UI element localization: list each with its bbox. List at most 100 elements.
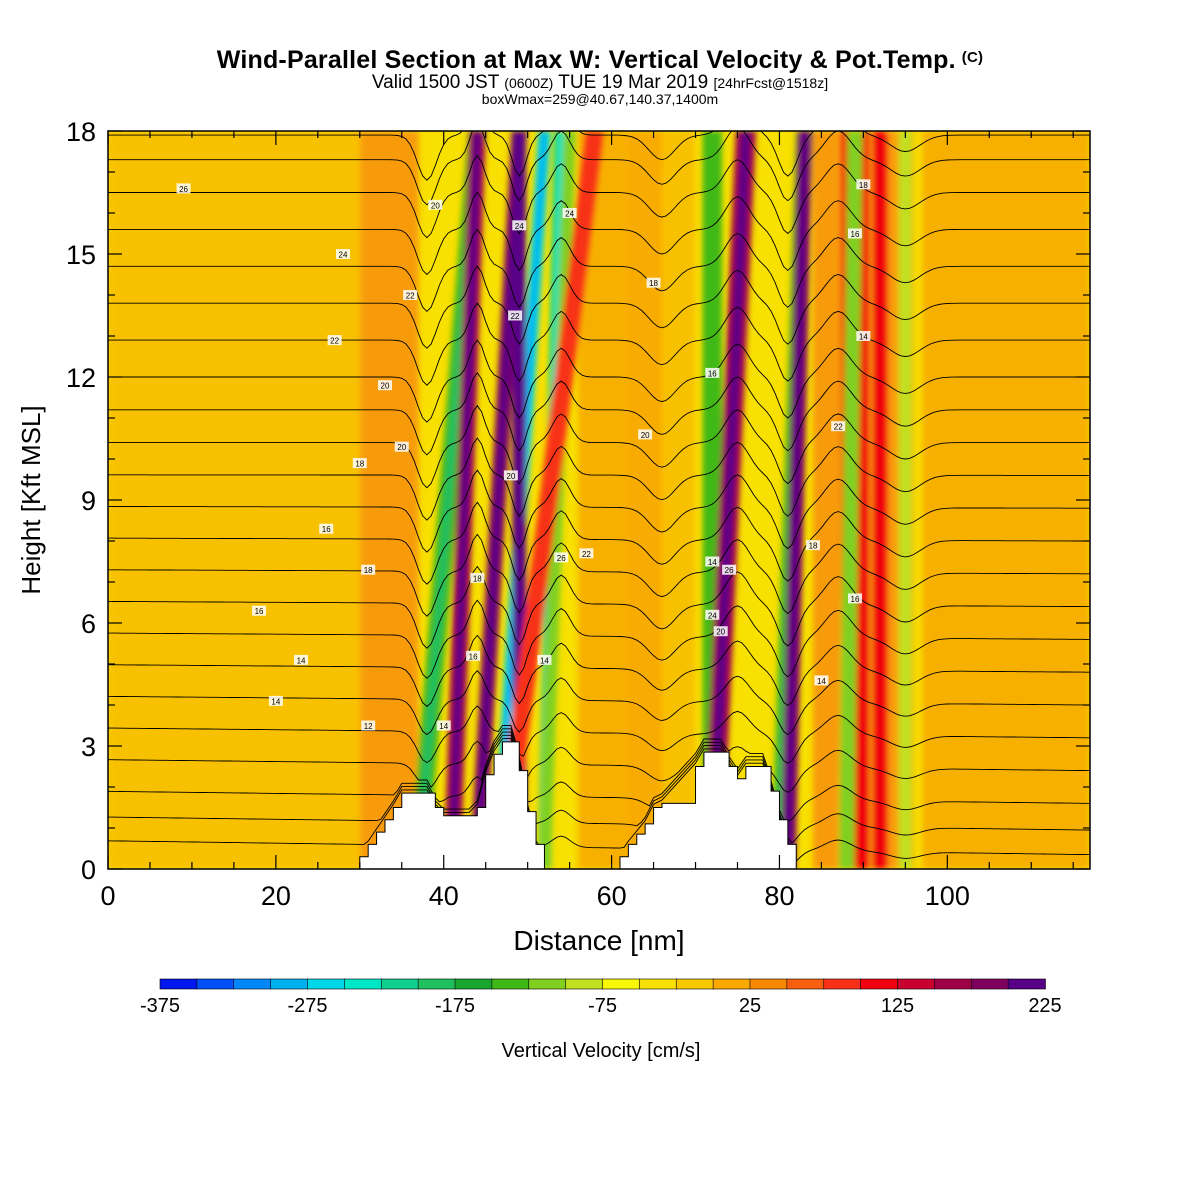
contour-label-bg xyxy=(646,277,661,288)
contour-label: 16 xyxy=(847,228,862,239)
contour-label-text: 22 xyxy=(330,337,339,346)
contour-label: 24 xyxy=(336,249,351,260)
theta-contour-line xyxy=(108,533,1090,617)
contour-label: 18 xyxy=(470,572,485,583)
contour-label: 14 xyxy=(436,720,451,731)
theta-contour-line xyxy=(108,728,1090,793)
colorbar-swatch xyxy=(786,978,825,990)
contour-label-text: 24 xyxy=(708,611,717,620)
contour-label-bg xyxy=(562,208,577,218)
contour-label: 20 xyxy=(428,199,443,210)
contour-label-text: 24 xyxy=(515,222,524,231)
contour-label-text: 22 xyxy=(582,550,591,559)
colorbar-swatch xyxy=(675,978,714,990)
colorbar-tick-label: 125 xyxy=(881,995,914,1017)
theta-contour-line xyxy=(108,131,1090,206)
contour-label: 20 xyxy=(713,626,728,637)
colorbar-swatch xyxy=(602,978,641,990)
colorbar-swatch xyxy=(639,978,678,990)
terrain xyxy=(108,741,1090,869)
contour-label-bg xyxy=(856,179,871,190)
contour-label: 20 xyxy=(394,441,409,452)
forecast-tag: [24hrFcst@1518z] xyxy=(713,75,829,91)
theta-contour-line xyxy=(108,705,1090,764)
contour-label-text: 16 xyxy=(322,525,331,534)
colorbar-swatch xyxy=(970,978,1009,990)
contour-label: 22 xyxy=(508,310,523,321)
colorbar-tick-label: -175 xyxy=(435,995,475,1017)
contour-label-bg xyxy=(713,626,728,637)
theta-contour-line xyxy=(108,228,1090,313)
vertical-velocity-field xyxy=(108,131,1090,869)
theta-contours: 26 24 22 20 18 16 14 12 14 24 22 20 18 16 14 24 26 22 20 18… xyxy=(108,131,1090,862)
contour-label-bg xyxy=(814,675,829,686)
y-tick-label: 6 xyxy=(81,609,96,639)
contour-label-text: 14 xyxy=(859,333,868,342)
contour-label-bg xyxy=(705,609,720,620)
contour-label-bg xyxy=(638,429,653,440)
contour-label: 20 xyxy=(503,470,518,481)
contour-label-text: 18 xyxy=(355,460,364,469)
contour-label-text: 26 xyxy=(179,185,188,194)
y-tick-label: 9 xyxy=(81,486,96,516)
contour-label-text: 26 xyxy=(557,554,566,563)
colorbar-swatch xyxy=(934,978,973,990)
contour-label: 22 xyxy=(831,421,846,432)
contour-label-text: 20 xyxy=(397,443,406,452)
colorbar-swatch xyxy=(1007,978,1046,990)
x-tick-label: 80 xyxy=(764,881,794,911)
plot-area: 26 24 22 20 18 16 14 12 14 24 22 20 18 16 14 24 26 22 20 18… xyxy=(108,131,1090,869)
contour-label-bg xyxy=(705,367,720,378)
colorbar-swatch xyxy=(860,978,899,990)
contour-label-bg xyxy=(508,310,523,321)
x-tick-label: 40 xyxy=(429,881,459,911)
contour-label-text: 14 xyxy=(540,656,549,665)
y-axis-ticks: 0 3 6 9 12 15 18 xyxy=(66,117,1090,885)
contour-label: 14 xyxy=(294,654,309,665)
contour-label-bg xyxy=(512,220,527,231)
contour-label: 22 xyxy=(403,290,418,301)
theta-contour-line xyxy=(108,131,1090,181)
contour-label: 18 xyxy=(806,540,821,551)
contour-label-text: 14 xyxy=(297,656,306,665)
chart-title: Wind-Parallel Section at Max W: Vertical… xyxy=(216,46,984,74)
contour-label: 16 xyxy=(466,650,481,661)
x-axis-ticks: 0 20 40 60 80 100 xyxy=(100,131,1074,911)
contour-label: 18 xyxy=(361,564,376,575)
chart-subtitle-2: boxWmax=259@40.67,140.37,1400m xyxy=(481,91,719,107)
contour-label-text: 16 xyxy=(255,607,264,616)
theta-contour-line xyxy=(108,265,1090,349)
w-band xyxy=(899,131,912,869)
contour-label: 14 xyxy=(856,331,871,342)
contour-label: 24 xyxy=(562,208,577,219)
contour-label: 24 xyxy=(512,220,527,231)
contour-label-text: 18 xyxy=(649,279,658,288)
contour-label: 18 xyxy=(856,179,871,190)
contour-label-bg xyxy=(319,523,334,534)
y-tick-label: 3 xyxy=(81,732,96,762)
contour-label-text: 20 xyxy=(716,628,725,637)
theta-contour-line xyxy=(108,154,1090,239)
theta-contour-line xyxy=(108,565,1090,649)
colorbar-swatch xyxy=(823,978,862,990)
contour-label-text: 26 xyxy=(725,566,734,575)
contour-label-text: 24 xyxy=(339,251,348,260)
w-band xyxy=(839,131,863,869)
w-patch xyxy=(359,131,419,869)
copyright-mark: (C) xyxy=(961,49,984,66)
contour-label: 20 xyxy=(638,429,653,440)
contour-label: 14 xyxy=(705,556,720,567)
contour-label-text: 14 xyxy=(708,558,717,567)
contour-label-bg xyxy=(856,331,871,341)
contour-label-text: 18 xyxy=(809,542,818,551)
y-tick-label: 12 xyxy=(66,363,96,393)
colorbar-swatch xyxy=(380,978,419,990)
contour-label: 18 xyxy=(352,458,367,469)
contour-label-bg xyxy=(352,458,367,469)
contour-label: 24 xyxy=(705,609,720,620)
contour-label-bg xyxy=(361,564,376,575)
contour-label-text: 14 xyxy=(439,722,448,731)
contour-label-text: 18 xyxy=(364,566,373,575)
contour-label: 12 xyxy=(361,720,376,731)
